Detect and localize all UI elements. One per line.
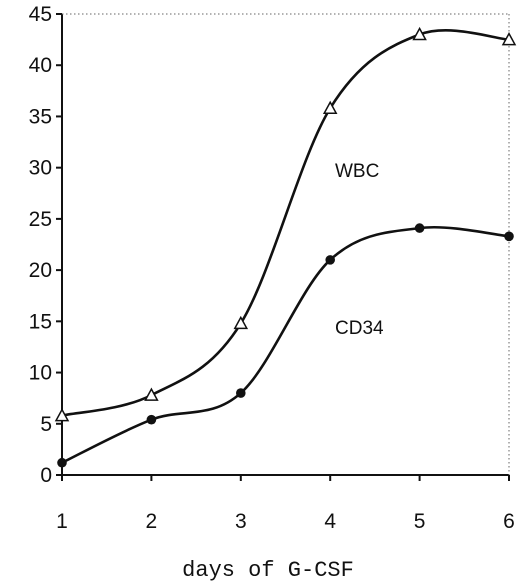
data-point-wbc bbox=[54, 408, 70, 422]
x-tick-label: 6 bbox=[503, 510, 515, 533]
y-tick-label: 35 bbox=[29, 105, 52, 128]
x-tick-label: 3 bbox=[235, 510, 247, 533]
data-point-wbc bbox=[501, 32, 517, 46]
y-tick-label: 20 bbox=[29, 259, 52, 282]
data-point-cd34 bbox=[146, 414, 157, 425]
x-axis: 1 2 3 4 5 6 bbox=[56, 475, 515, 533]
series-line-wbc bbox=[61, 29, 510, 417]
data-point-cd34 bbox=[57, 457, 67, 468]
y-tick-label: 10 bbox=[29, 362, 52, 385]
data-point-cd34 bbox=[504, 231, 514, 242]
series-label-wbc: WBC bbox=[335, 161, 379, 182]
y-tick-label: 25 bbox=[29, 208, 52, 231]
x-tick-label: 5 bbox=[414, 510, 426, 533]
y-tick-label: 15 bbox=[29, 310, 52, 333]
y-tick-label: 40 bbox=[29, 54, 52, 77]
data-point-cd34 bbox=[414, 223, 425, 233]
x-axis-title: days of G-CSF bbox=[182, 558, 354, 583]
data-point-wbc bbox=[233, 315, 249, 330]
data-point-cd34 bbox=[236, 388, 246, 398]
series-label-cd34: CD34 bbox=[335, 318, 384, 339]
series-layer bbox=[54, 26, 517, 468]
y-axis: 0 5 10 15 20 25 30 35 40 45 bbox=[29, 3, 62, 487]
y-tick-label: 30 bbox=[29, 157, 52, 180]
y-tick-label: 45 bbox=[29, 3, 52, 26]
data-point-wbc bbox=[144, 387, 159, 401]
data-point-wbc bbox=[412, 26, 427, 41]
data-point-wbc bbox=[322, 100, 338, 114]
plot-frame bbox=[61, 13, 510, 476]
data-point-cd34 bbox=[325, 255, 336, 265]
x-tick-label: 1 bbox=[56, 510, 68, 533]
y-tick-label: 0 bbox=[40, 464, 52, 487]
x-tick-label: 2 bbox=[146, 510, 158, 533]
series-line-cd34 bbox=[61, 226, 510, 464]
x-tick-label: 4 bbox=[324, 510, 336, 533]
y-tick-label: 5 bbox=[40, 413, 52, 436]
